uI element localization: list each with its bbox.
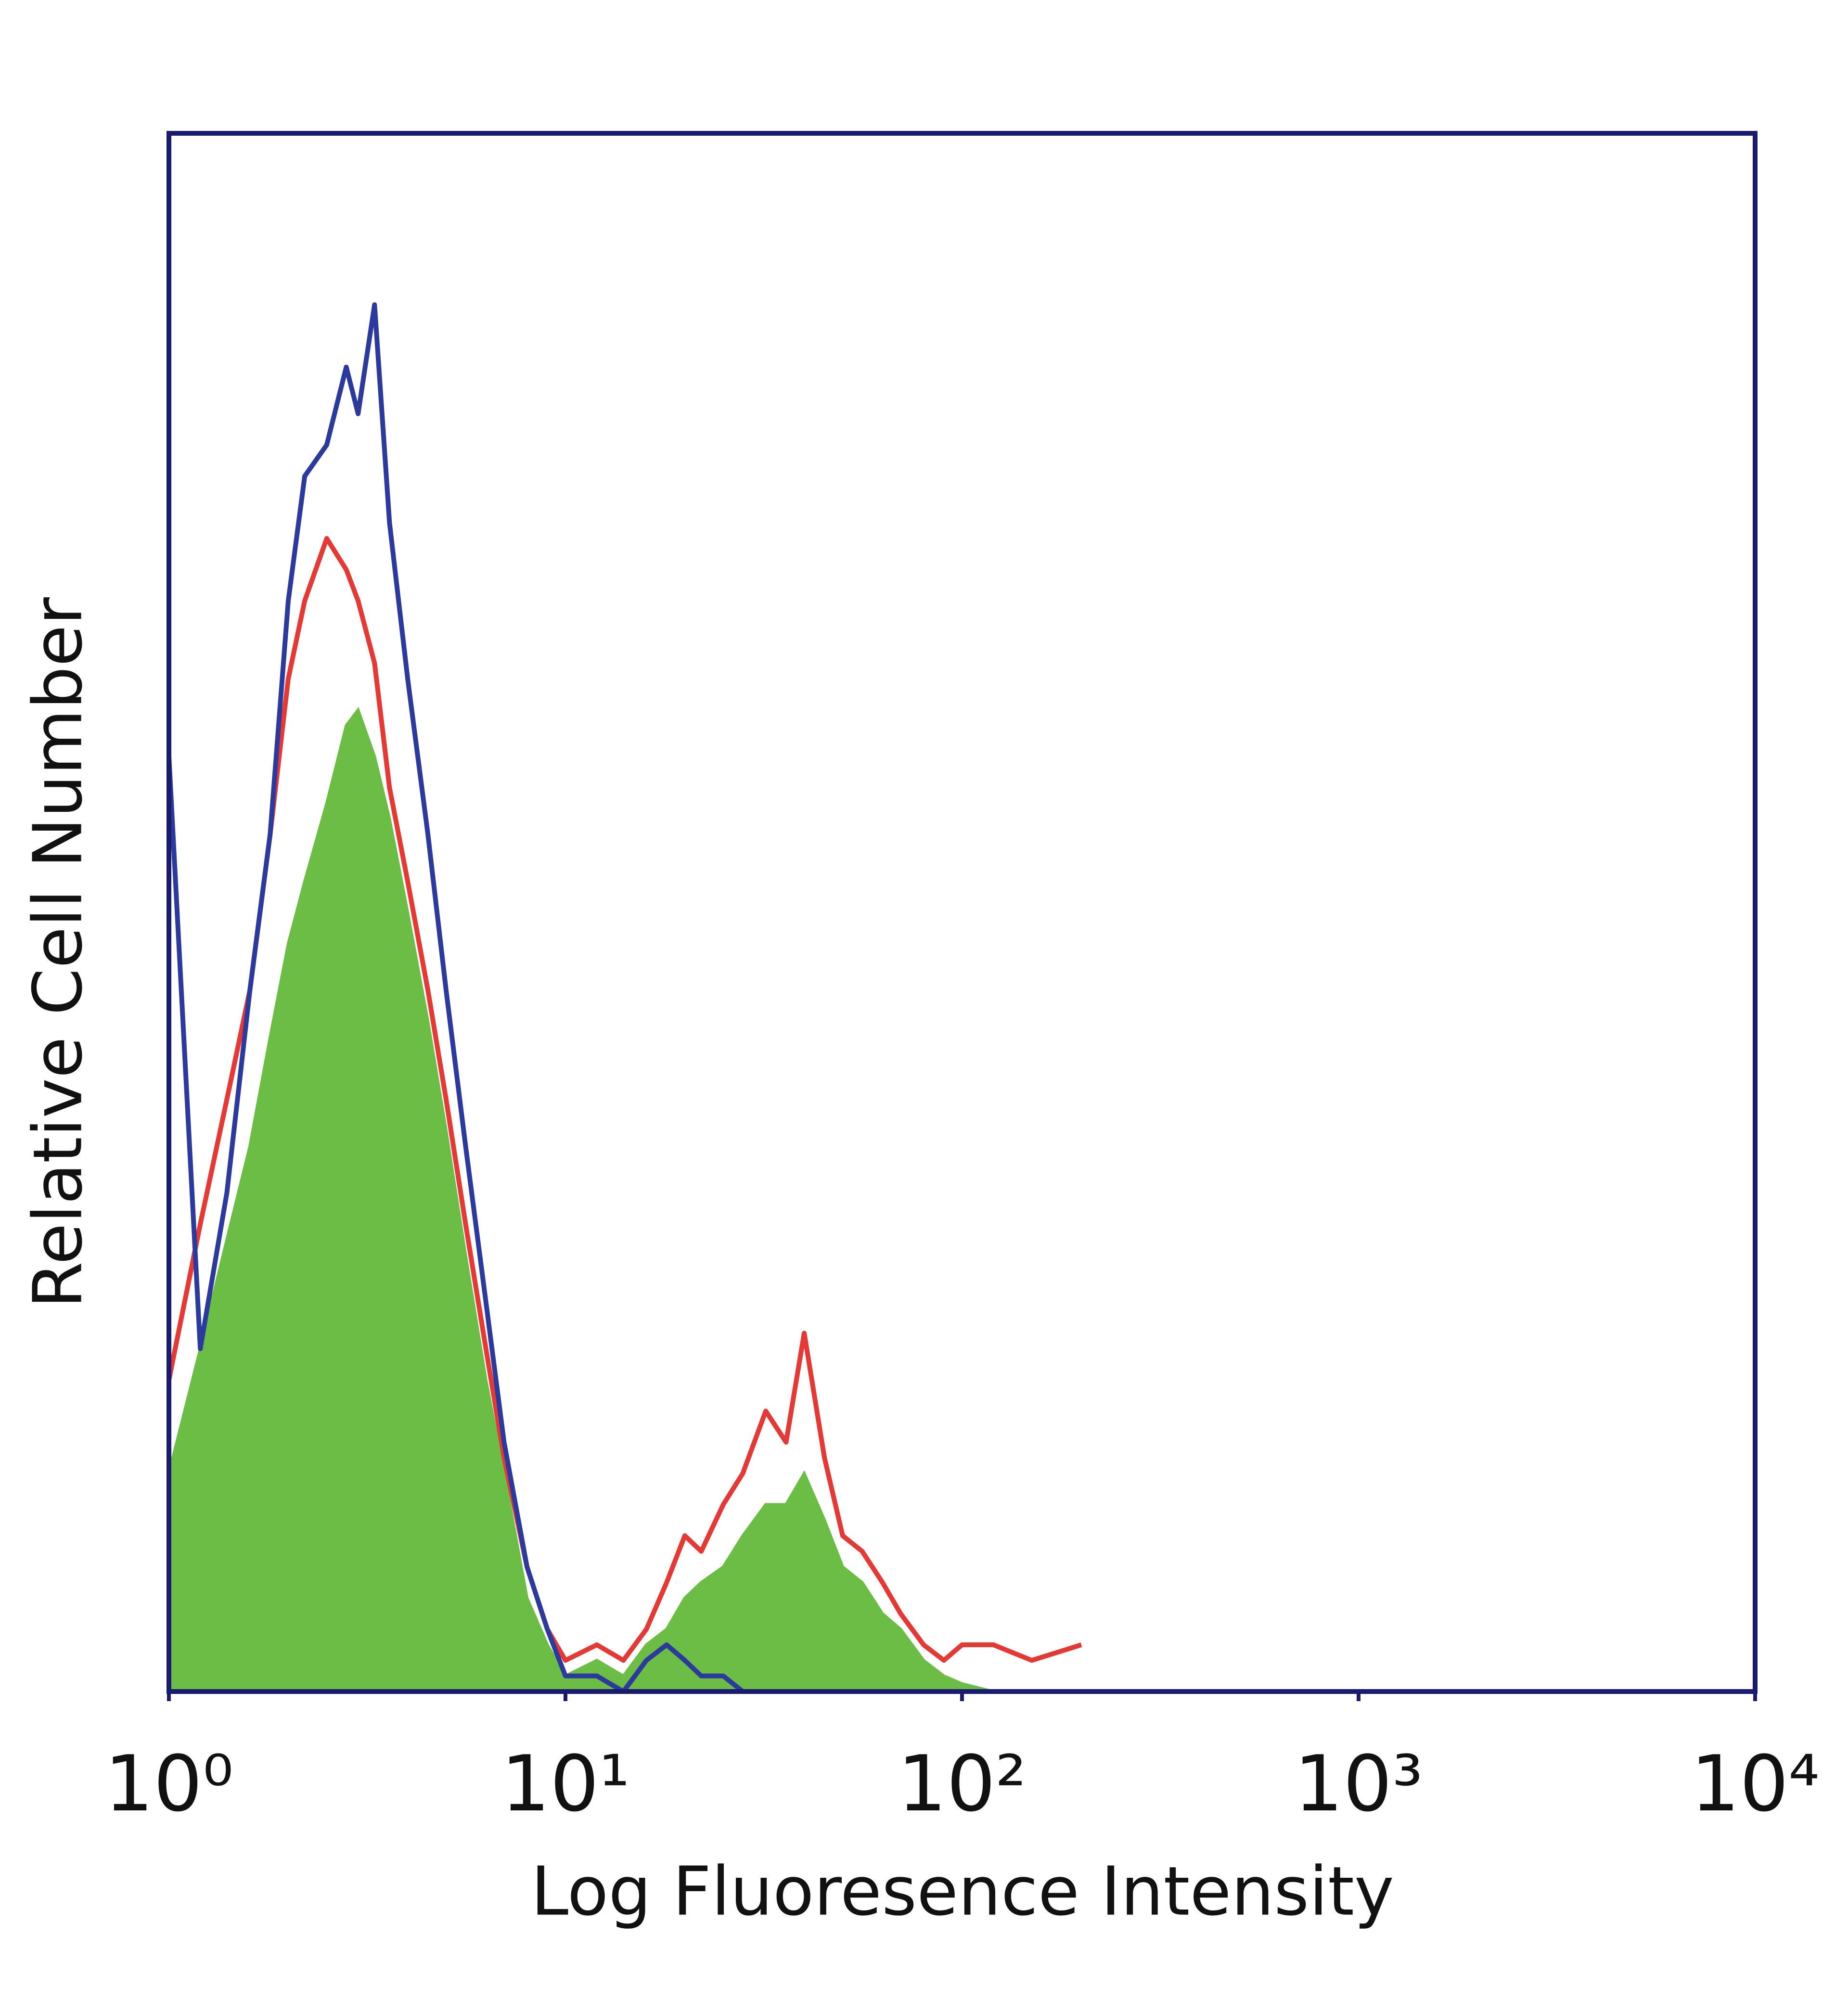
histogram-line: [167, 536, 1082, 1663]
x-tick-label: 10⁰: [104, 1739, 233, 1829]
x-tick-label: 10²: [898, 1739, 1027, 1829]
histogram-area: [167, 706, 1082, 1693]
x-tick-label: 10⁴: [1691, 1739, 1820, 1829]
y-axis-label: Relative Cell Number: [19, 597, 98, 1308]
x-axis-label: Log Fluoresence Intensity: [531, 1853, 1394, 1931]
x-tick-label: 10¹: [501, 1739, 630, 1829]
plot-frame: [167, 131, 1758, 1694]
x-tick-label: 10³: [1294, 1739, 1423, 1829]
